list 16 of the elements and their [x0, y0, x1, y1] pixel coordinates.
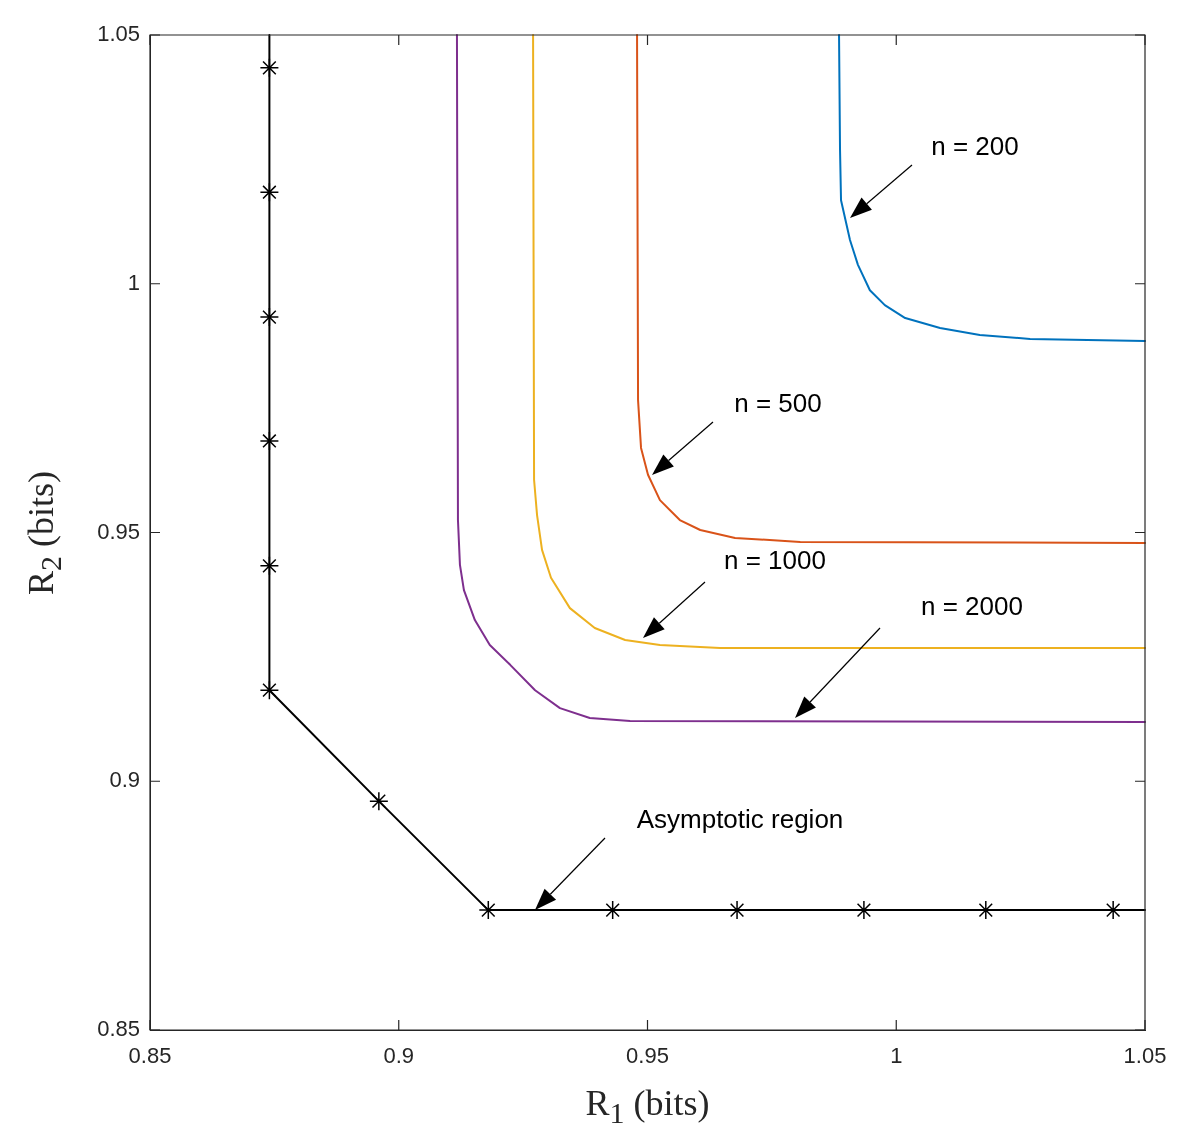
annotation: Asymptotic region	[636, 804, 844, 835]
annotation: n = 1000	[724, 545, 826, 576]
y-tick-label: 0.85	[97, 1016, 140, 1042]
y-tick-label: 0.95	[97, 518, 140, 544]
x-axis-title: R$_{1}$ (bits)	[585, 1082, 710, 1131]
y-tick-label: 0.9	[109, 767, 140, 793]
y-tick-label: 1.05	[97, 21, 140, 47]
x-tick-label: 0.95	[626, 1043, 669, 1069]
annotation: n = 200	[931, 131, 1019, 162]
annotation: n = 500	[734, 388, 822, 419]
x-tick-label: 1	[890, 1043, 903, 1069]
x-tick-label: 1.05	[1123, 1043, 1167, 1069]
annotation: n = 2000	[921, 591, 1023, 622]
y-tick-label: 1	[127, 269, 140, 295]
x-tick-label: 0.85	[128, 1043, 172, 1069]
x-tick-label: 0.9	[383, 1043, 415, 1069]
